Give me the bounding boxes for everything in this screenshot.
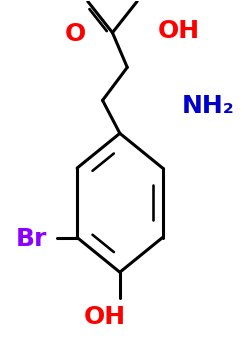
Text: OH: OH [158, 19, 200, 43]
Text: Br: Br [16, 227, 48, 251]
Text: NH₂: NH₂ [182, 93, 234, 118]
Text: OH: OH [84, 305, 126, 329]
Text: O: O [65, 22, 86, 46]
